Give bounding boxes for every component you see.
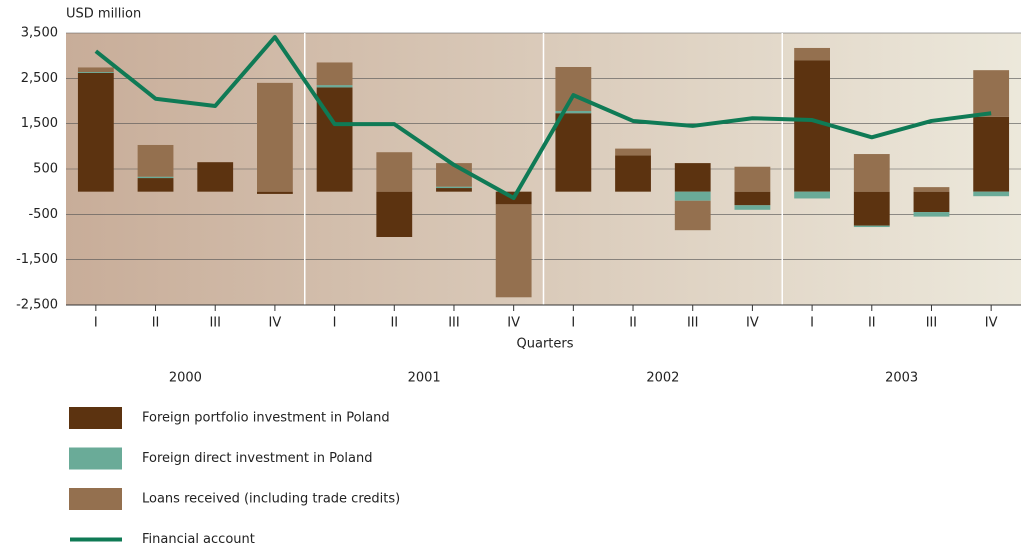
x-tick-label: III: [209, 316, 221, 331]
x-tick-label: II: [868, 316, 876, 331]
line-series: [94, 35, 992, 201]
x-tick-label: I: [810, 316, 814, 331]
y-axis-label: USD million: [66, 7, 141, 22]
x-tick-label: I: [333, 316, 337, 331]
x-tick-label: II: [629, 316, 637, 331]
y-tick-label: 500: [33, 162, 58, 177]
legend-label: Loans received (including trade credits): [142, 492, 400, 507]
bar-segment: [913, 187, 950, 192]
y-tick-label: 1,500: [21, 116, 58, 131]
bar-segment: [973, 191, 1010, 197]
bar-segment: [495, 204, 532, 298]
bar-segment: [853, 191, 890, 226]
x-tick-label: I: [571, 316, 575, 331]
bar-segment: [734, 205, 771, 210]
legend-label: Financial account: [142, 532, 255, 547]
bar-segment: [316, 62, 353, 86]
bar-segment: [674, 200, 711, 231]
x-tick-label: III: [448, 316, 460, 331]
x-tick-label: II: [152, 316, 160, 331]
bar-segment: [973, 70, 1010, 117]
bar-segment: [734, 191, 771, 206]
legend-swatch: [69, 447, 122, 470]
legend-swatch: [69, 488, 122, 510]
bar-segment: [555, 67, 592, 111]
y-tick-label: 2,500: [21, 71, 58, 86]
bar-segment: [77, 67, 114, 72]
bar-segment: [376, 152, 413, 192]
y-tick-label: -500: [28, 207, 58, 222]
bar-segment: [794, 60, 830, 192]
year-label: 2003: [885, 371, 918, 386]
bar-segment: [436, 188, 472, 192]
bar-segment: [555, 110, 592, 114]
x-tick-label: IV: [985, 316, 998, 331]
y-tick-label: -2,500: [16, 298, 58, 313]
bar-segment: [674, 191, 711, 201]
year-label: 2000: [169, 371, 202, 386]
y-tick-label: -1,500: [16, 252, 58, 267]
x-tick-label: III: [926, 316, 938, 331]
bar-segment: [674, 163, 711, 192]
bar-segment: [794, 47, 830, 61]
bar-segment: [913, 212, 950, 217]
bar-segment: [137, 178, 174, 192]
year-label: 2002: [646, 371, 679, 386]
bar-segment: [853, 225, 890, 228]
bar-segment: [376, 191, 413, 237]
x-tick-label: IV: [507, 316, 520, 331]
bar-segment: [615, 148, 651, 156]
bar-segment: [77, 72, 114, 192]
bar-segment: [77, 71, 114, 73]
x-tick-label: IV: [746, 316, 759, 331]
bar-segment: [973, 116, 1010, 192]
bar-segment: [137, 144, 174, 177]
bar-segment: [555, 113, 592, 192]
bar-segment: [794, 191, 830, 199]
legend-label: Foreign portfolio investment in Poland: [142, 411, 390, 426]
bar-segment: [197, 162, 234, 192]
bar-segment: [436, 186, 472, 189]
x-tick-label: I: [94, 316, 98, 331]
legend-swatch: [69, 407, 122, 429]
x-tick-label: IV: [269, 316, 282, 331]
y-tick-label: 3,500: [21, 26, 58, 41]
bar-segment: [257, 191, 293, 194]
legend-label: Foreign direct investment in Poland: [142, 451, 372, 466]
bar-segment: [257, 82, 293, 192]
year-label: 2001: [408, 371, 441, 386]
bar-segment: [316, 85, 353, 88]
x-tick-label: III: [687, 316, 699, 331]
bar-segment: [913, 191, 950, 213]
bar-segment: [615, 155, 651, 192]
x-axis-label: Quarters: [517, 337, 574, 352]
bar-segment: [853, 154, 890, 192]
x-tick-label: II: [390, 316, 398, 331]
bar-segment: [734, 166, 771, 192]
bar-segment: [137, 176, 174, 179]
